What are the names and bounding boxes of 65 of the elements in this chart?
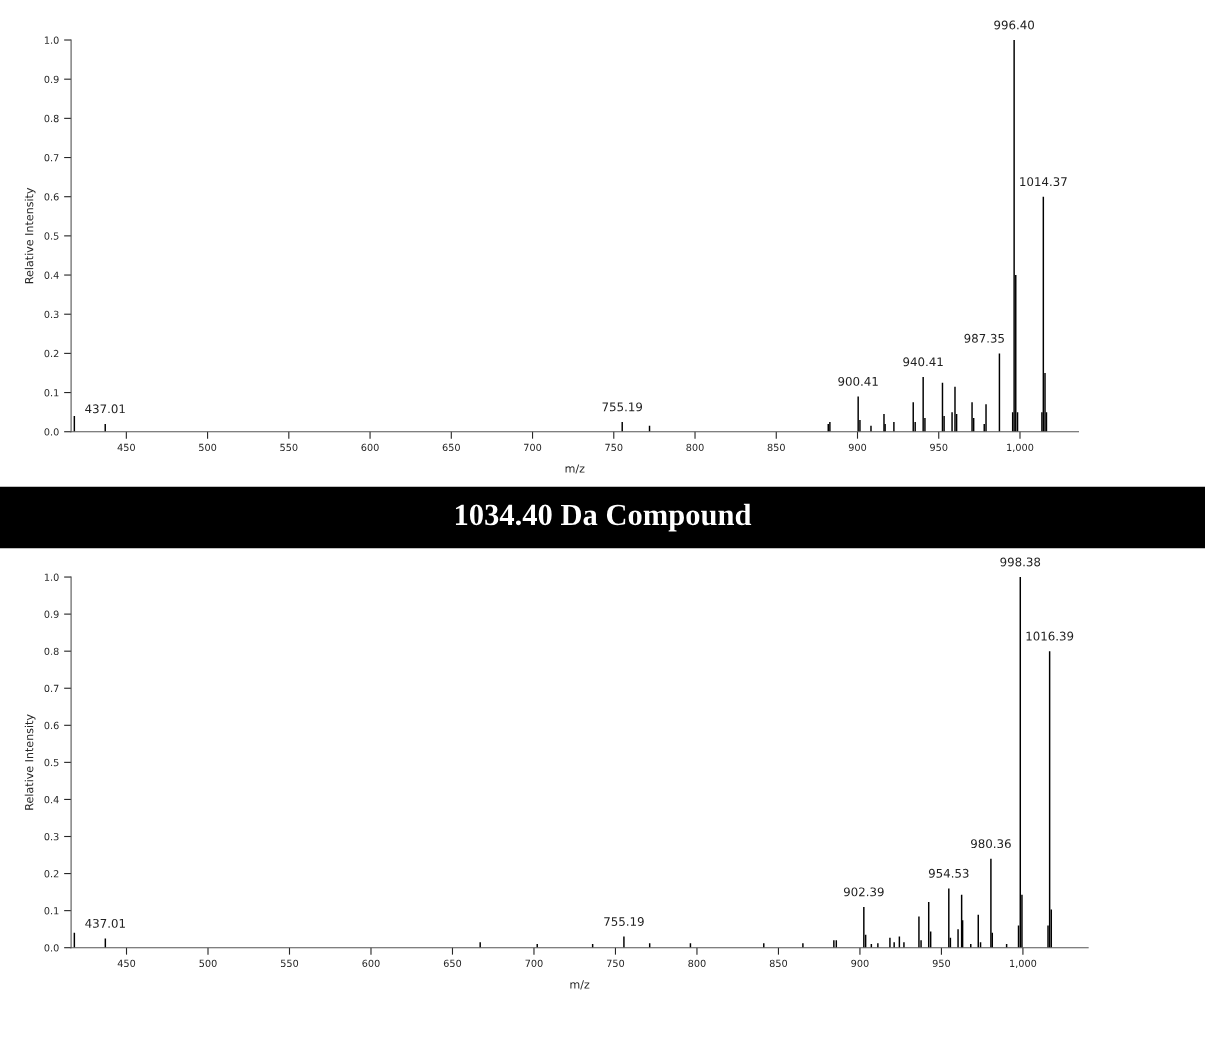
y-tick-label: 0.8 (44, 114, 59, 123)
x-tick-label: 500 (199, 959, 217, 968)
y-tick-label: 0.4 (44, 271, 59, 279)
annotation: 437.01 (85, 918, 125, 928)
annotation: 437.01 (85, 404, 125, 414)
y-tick-label: 0.0 (44, 428, 59, 436)
x-axis-title: m/z (570, 980, 590, 990)
y-tick-label: 0.0 (44, 944, 59, 952)
x-tick-label: 450 (117, 443, 135, 452)
x-tick-label: 700 (525, 959, 543, 968)
x-tick-label: 900 (851, 959, 869, 968)
x-tick-label: 850 (769, 959, 788, 968)
x-tick-label: 850 (767, 443, 785, 452)
y-tick-label: 0.3 (44, 832, 59, 841)
annotation: 998.38 (1000, 557, 1041, 567)
y-tick-label: 1.0 (44, 36, 59, 44)
y-tick-label: 1.0 (44, 573, 59, 581)
x-tick-label: 750 (606, 959, 625, 968)
x-tick-label: 600 (362, 959, 380, 968)
y-tick-label: 0.4 (44, 795, 59, 804)
annotation: 996.40 (994, 20, 1034, 30)
annotation: 1016.39 (1026, 631, 1074, 641)
annotation: 902.39 (843, 887, 884, 897)
x-tick-label: 500 (199, 443, 217, 452)
x-tick-label: 750 (605, 443, 623, 452)
y-tick-label: 0.9 (44, 610, 59, 618)
x-tick-label: 650 (443, 959, 462, 968)
x-tick-label: 600 (361, 443, 379, 452)
annotation: 1014.37 (1020, 177, 1067, 187)
y-axis-title: Relative Intensity (24, 187, 36, 284)
x-tick-label: 800 (686, 443, 704, 452)
x-tick-label: 450 (117, 959, 136, 968)
annotation: 755.19 (604, 917, 644, 926)
x-tick-label: 550 (280, 443, 298, 452)
x-tick-label: 550 (280, 959, 299, 968)
y-tick-label: 0.6 (44, 721, 59, 730)
y-tick-label: 0.1 (44, 907, 59, 915)
x-tick-label: 1,000 (1007, 443, 1034, 453)
y-tick-label: 0.2 (44, 870, 59, 878)
x-tick-label: 800 (688, 959, 706, 968)
x-tick-label: 950 (930, 443, 948, 452)
chart-title: 1034.40 Da Compound (455, 503, 752, 532)
x-axis-title: m/z (565, 464, 585, 474)
annotation: 940.41 (903, 357, 943, 367)
x-tick-label: 650 (442, 443, 460, 452)
annotation: 755.19 (602, 402, 643, 412)
y-axis-title: Relative Intensity (24, 714, 36, 810)
y-tick-label: 0.5 (44, 232, 59, 240)
y-tick-label: 0.1 (44, 389, 59, 397)
annotation: 980.36 (971, 839, 1011, 849)
x-tick-label: 1,000 (1010, 959, 1037, 969)
y-tick-label: 0.2 (44, 349, 59, 358)
x-tick-label: 900 (848, 443, 867, 452)
y-tick-label: 0.9 (44, 75, 59, 84)
y-tick-label: 0.5 (44, 758, 59, 767)
y-tick-label: 0.3 (44, 310, 59, 319)
y-tick-label: 0.7 (44, 684, 59, 693)
x-tick-label: 950 (932, 959, 951, 968)
y-tick-label: 0.7 (44, 154, 59, 162)
annotation: 900.41 (838, 376, 878, 386)
annotation: 987.35 (964, 333, 1004, 343)
y-tick-label: 0.6 (44, 193, 59, 201)
annotation: 954.53 (928, 868, 969, 878)
y-tick-label: 0.8 (44, 647, 59, 656)
x-tick-label: 700 (524, 443, 542, 452)
